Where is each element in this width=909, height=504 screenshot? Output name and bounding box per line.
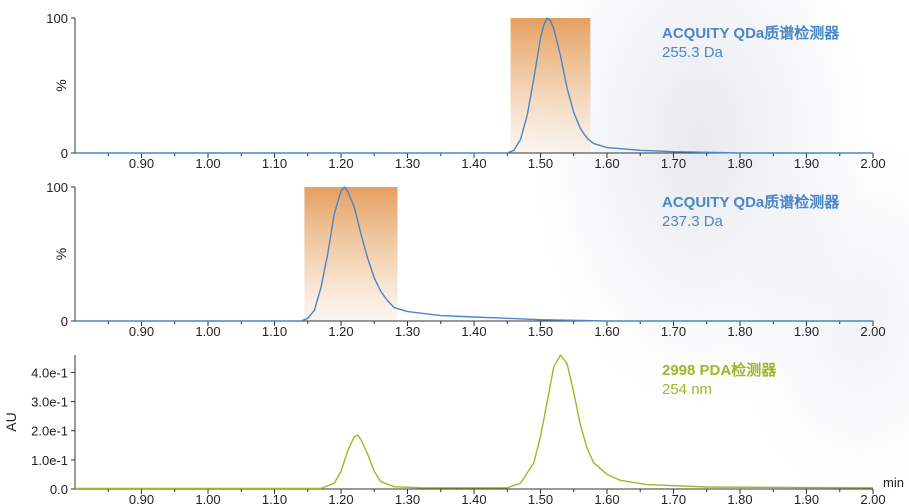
x-tick-label-1-00: 1.00 — [195, 156, 220, 171]
chart-panel-2: 0.90 1.00 1.10 1.20 1.30 1.40 1.50 1.60 1.70 1.80… — [46, 180, 885, 339]
y-tick-label-0: 0 — [61, 314, 68, 329]
x-tick-label-1-50: 1.50 — [528, 324, 553, 339]
x-tick-label-1-60: 1.60 — [594, 156, 619, 171]
x-tick-label-1-00: 1.00 — [195, 492, 220, 504]
x-tick-label-2-00: 2.00 — [860, 156, 885, 171]
x-tick-label-0-90: 0.90 — [129, 492, 154, 504]
x-tick-label-0-90: 0.90 — [129, 156, 154, 171]
x-tick-label-1-10: 1.10 — [262, 324, 287, 339]
x-tick-label-1-80: 1.80 — [727, 492, 752, 504]
x-tick-label-1-80: 1.80 — [727, 156, 752, 171]
x-tick-label-1-40: 1.40 — [461, 492, 486, 504]
series-line — [75, 354, 874, 490]
x-tick-label-1-90: 1.90 — [794, 156, 819, 171]
x-tick-label-1-70: 1.70 — [661, 156, 686, 171]
x-tick-label-2-00: 2.00 — [860, 324, 885, 339]
y-tick-label-0: 0 — [61, 146, 68, 161]
y-axis-label: AU — [3, 412, 19, 431]
x-tick-label-1-30: 1.30 — [395, 324, 420, 339]
x-tick-label-1-10: 1.10 — [262, 156, 287, 171]
detector-detail-label: 255.3 Da — [662, 44, 724, 61]
x-tick-label-1-60: 1.60 — [594, 492, 619, 504]
x-tick-label-1-30: 1.30 — [395, 492, 420, 504]
x-tick-label-1-40: 1.40 — [461, 156, 486, 171]
x-tick-label-1-50: 1.50 — [528, 492, 553, 504]
x-tick-label-1-20: 1.20 — [328, 324, 353, 339]
x-tick-label-1-40: 1.40 — [461, 324, 486, 339]
detector-label: ACQUITY QDa质谱检测器 — [662, 24, 840, 42]
highlight-band — [304, 187, 398, 321]
y-tick-label-0-0: 0.0 — [50, 482, 68, 497]
highlight-band — [510, 18, 591, 153]
y-tick-label-100: 100 — [46, 180, 68, 195]
chart-panel-1: 0.90 1.00 1.10 1.20 1.30 1.40 1.50 1.60 1.70 1.80… — [46, 11, 885, 171]
x-tick-label-2-00: 2.00 — [860, 492, 885, 504]
x-tick-label-1-90: 1.90 — [794, 324, 819, 339]
y-tick-label-100: 100 — [46, 11, 68, 26]
y-axis-label: % — [53, 248, 69, 260]
x-tick-label-1-80: 1.80 — [727, 324, 752, 339]
detector-detail-label: 237.3 Da — [662, 213, 724, 230]
x-tick-label-1-60: 1.60 — [594, 324, 619, 339]
detector-label: 2998 PDA检测器 — [662, 361, 777, 379]
x-tick-label-1-20: 1.20 — [328, 492, 353, 504]
y-tick-label-4-0e-1: 4.0e-1 — [31, 365, 68, 380]
series-line — [75, 186, 873, 322]
y-tick-label-2-0e-1: 2.0e-1 — [31, 424, 68, 439]
detector-detail-label: 254 nm — [662, 381, 712, 398]
x-tick-label-1-90: 1.90 — [794, 492, 819, 504]
x-tick-label-1-20: 1.20 — [328, 156, 353, 171]
x-tick-label-1-70: 1.70 — [661, 324, 686, 339]
y-tick-label-3-0e-1: 3.0e-1 — [31, 395, 68, 410]
detector-label: ACQUITY QDa质谱检测器 — [662, 193, 840, 211]
x-axis-unit-label: min — [883, 475, 904, 490]
series-line — [75, 17, 873, 154]
y-tick-label-1-0e-1: 1.0e-1 — [31, 453, 68, 468]
x-tick-label-0-90: 0.90 — [129, 324, 154, 339]
x-tick-label-1-70: 1.70 — [661, 492, 686, 504]
x-tick-label-1-10: 1.10 — [262, 492, 287, 504]
chart-panel-3: 0.90 1.00 1.10 1.20 1.30 1.40 1.50 1.60 1.70 1.80… — [3, 354, 904, 504]
x-tick-label-1-50: 1.50 — [528, 156, 553, 171]
y-axis-label: % — [53, 79, 69, 91]
x-tick-label-1-30: 1.30 — [395, 156, 420, 171]
x-tick-label-1-00: 1.00 — [195, 324, 220, 339]
